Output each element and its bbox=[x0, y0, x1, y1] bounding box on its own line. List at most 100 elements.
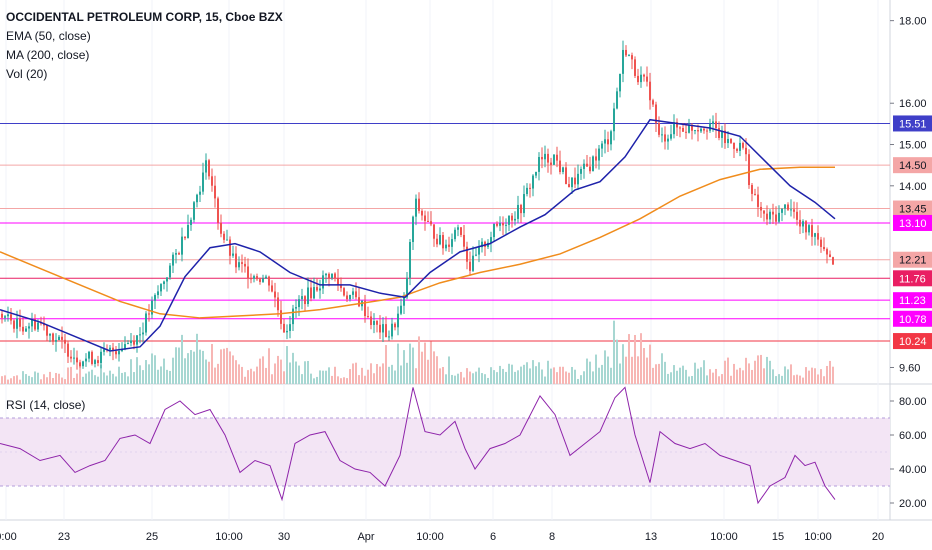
volume-bar bbox=[319, 370, 321, 384]
candle-body bbox=[763, 210, 765, 214]
candle-body bbox=[778, 212, 780, 222]
volume-bar bbox=[253, 371, 255, 384]
candle-body bbox=[493, 223, 495, 238]
time-label-7: 6 bbox=[490, 531, 496, 543]
volume-bar bbox=[91, 369, 93, 384]
legend-vol[interactable]: Vol (20) bbox=[6, 67, 48, 81]
candle-body bbox=[688, 124, 690, 133]
time-label-13: 20 bbox=[872, 531, 884, 543]
volume-bar bbox=[112, 373, 114, 384]
candle-body bbox=[259, 279, 261, 282]
candle-body bbox=[811, 225, 813, 237]
volume-bar bbox=[352, 363, 354, 384]
volume-bar bbox=[607, 356, 609, 384]
candle-body bbox=[820, 239, 822, 247]
candle-body bbox=[76, 357, 78, 363]
candle-body bbox=[193, 202, 195, 220]
volume-bar bbox=[688, 376, 690, 384]
volume-bar bbox=[154, 355, 156, 384]
candle-body bbox=[376, 321, 378, 325]
volume-bar bbox=[157, 369, 159, 384]
legend-ema[interactable]: EMA (50, close) bbox=[6, 29, 91, 43]
candle-body bbox=[364, 300, 366, 317]
candle-body bbox=[148, 313, 150, 315]
level-label-bg bbox=[893, 333, 932, 350]
candle-body bbox=[301, 296, 303, 300]
volume-bar bbox=[88, 371, 90, 384]
candle-body bbox=[535, 171, 537, 176]
volume-bar bbox=[457, 373, 459, 384]
candle-body bbox=[571, 177, 573, 188]
volume-bar bbox=[136, 357, 138, 384]
candle-body bbox=[793, 209, 795, 212]
volume-bar bbox=[322, 370, 324, 384]
volume-bar bbox=[481, 373, 483, 384]
volume-bar bbox=[214, 367, 216, 384]
candle-body bbox=[118, 351, 120, 355]
volume-bar bbox=[46, 377, 48, 384]
volume-bar bbox=[667, 373, 669, 384]
candle-body bbox=[157, 291, 159, 296]
candles bbox=[1, 40, 834, 370]
candle-body bbox=[490, 237, 492, 243]
candle-body bbox=[712, 121, 714, 125]
candle-body bbox=[178, 253, 180, 255]
volume-bar bbox=[709, 369, 711, 384]
candle-body bbox=[295, 307, 297, 309]
volume-bar bbox=[676, 370, 678, 384]
candle-body bbox=[433, 224, 435, 239]
rsi-legend[interactable]: RSI (14, close) bbox=[6, 398, 86, 412]
volume-bar bbox=[538, 362, 540, 384]
candle-body bbox=[340, 285, 342, 289]
candle-body bbox=[454, 229, 456, 240]
candle-body bbox=[622, 49, 624, 74]
candle-body bbox=[397, 313, 399, 328]
candle-body bbox=[25, 328, 27, 332]
candle-body bbox=[271, 285, 273, 292]
candle-body bbox=[343, 288, 345, 296]
volume-bar bbox=[73, 377, 75, 384]
volume-bar bbox=[349, 369, 351, 384]
rsi-tick-label-3: 20.00 bbox=[899, 498, 927, 510]
candle-body bbox=[349, 294, 351, 300]
candle-body bbox=[727, 138, 729, 144]
volume-bar bbox=[610, 367, 612, 384]
volume-bar bbox=[280, 359, 282, 384]
candle-body bbox=[823, 246, 825, 250]
volume-bar bbox=[832, 366, 834, 384]
candle-body bbox=[790, 209, 792, 211]
volume-bar bbox=[148, 364, 150, 384]
volume-bar bbox=[757, 355, 759, 384]
volume-bar bbox=[118, 366, 120, 384]
candle-body bbox=[355, 291, 357, 298]
volume-bar bbox=[775, 376, 777, 384]
volume-bar bbox=[412, 347, 414, 384]
volume-bar bbox=[523, 364, 525, 384]
candle-body bbox=[403, 297, 405, 306]
level-label-bg bbox=[893, 115, 932, 132]
candle-body bbox=[697, 130, 699, 132]
candle-body bbox=[379, 324, 381, 333]
volume-bar bbox=[16, 375, 18, 384]
volume-bar bbox=[823, 376, 825, 384]
volume-bar bbox=[49, 371, 51, 384]
volume-bar bbox=[400, 365, 402, 384]
candle-body bbox=[508, 215, 510, 225]
candle-body bbox=[799, 219, 801, 227]
candle-body bbox=[406, 277, 408, 298]
volume-bar bbox=[655, 364, 657, 384]
volume-bar bbox=[529, 368, 531, 384]
candle-body bbox=[751, 185, 753, 194]
candle-body bbox=[394, 323, 396, 328]
level-label-0: 15.51 bbox=[893, 115, 932, 132]
candle-body bbox=[67, 343, 69, 357]
candle-body bbox=[499, 222, 501, 226]
legend-ma[interactable]: MA (200, close) bbox=[6, 48, 90, 62]
volume-bar bbox=[208, 361, 210, 384]
volume-bar bbox=[556, 372, 558, 384]
volume-bar bbox=[64, 379, 66, 384]
candle-body bbox=[661, 134, 663, 136]
volume-bar bbox=[571, 366, 573, 384]
volume-bar bbox=[172, 357, 174, 384]
